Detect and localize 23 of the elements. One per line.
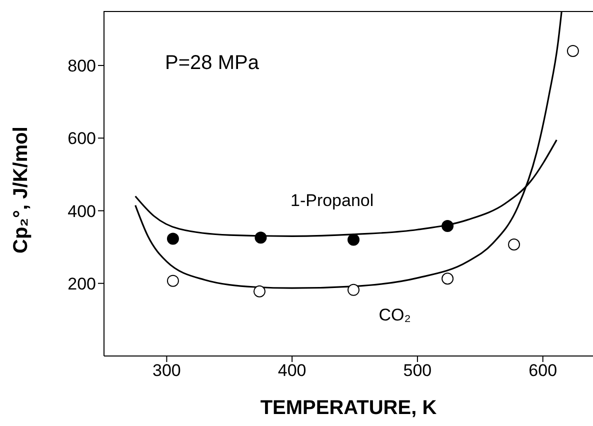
- point: [508, 238, 520, 251]
- x-axis-title: TEMPERATURE, K: [260, 397, 438, 419]
- y-tick-label: 400: [68, 202, 96, 221]
- series-label: CO₂: [378, 305, 411, 324]
- y-tick-label: 600: [68, 129, 96, 148]
- point: [166, 232, 179, 245]
- point: [254, 232, 267, 244]
- y-tick-label: 200: [68, 274, 96, 294]
- point: [442, 220, 454, 232]
- point: [348, 234, 360, 246]
- x-tick-label: 600: [528, 361, 558, 380]
- y-axis-title: Cp₂°, J/K/mol: [10, 126, 32, 254]
- x-tick-label: 500: [403, 361, 432, 380]
- y-tick-label: 800: [68, 56, 96, 76]
- point: [253, 285, 266, 298]
- x-tick-label: 300: [152, 361, 181, 380]
- point: [166, 274, 179, 287]
- point: [566, 44, 579, 57]
- x-tick-label: 400: [278, 361, 306, 380]
- point: [442, 272, 454, 285]
- series-label: 1-Propanol: [290, 191, 374, 210]
- point: [348, 284, 360, 296]
- annotation: P=28 MPa: [165, 52, 259, 75]
